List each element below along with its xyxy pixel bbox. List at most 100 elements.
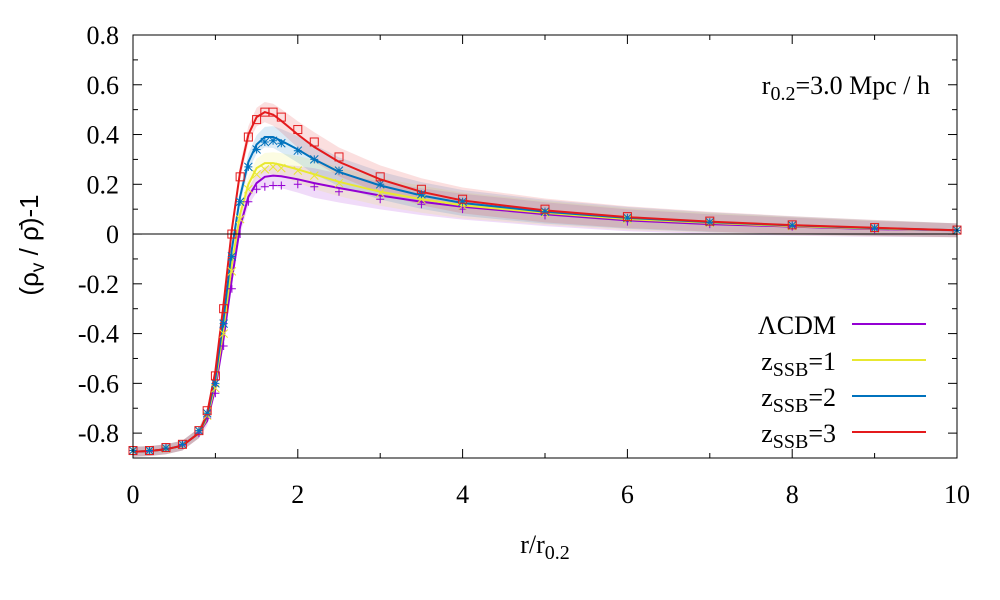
data-point [260,165,270,174]
data-point [235,172,245,182]
series-band [133,152,957,457]
data-point [375,179,385,189]
data-point [310,182,319,191]
data-point [293,146,303,156]
data-point [309,155,319,164]
data-point [276,138,286,148]
annotation-text: r0.2=3.0 Mpc / h [762,71,930,105]
x-tick-label: 6 [621,480,634,509]
data-point [309,171,319,180]
data-point [252,185,261,194]
data-point [235,214,245,224]
data-point [540,207,550,217]
data-point [219,329,228,338]
data-point [417,200,426,209]
x-tick-label: 8 [786,480,799,509]
data-point [144,446,154,456]
series-band [133,164,957,457]
data-point [268,136,278,146]
data-point [334,152,344,162]
data-point [787,220,797,230]
data-point [277,181,286,190]
data-point [705,217,715,227]
data-point [705,216,715,226]
x-tick-label: 4 [456,480,469,509]
data-point [293,180,302,189]
data-point [244,197,253,206]
data-point [161,443,171,453]
data-point [235,197,245,207]
data-point [376,195,385,204]
data-point [335,187,343,196]
axis-ticks: 0 2 4 6 8 10 -0.8 -0.6 -0.4 -0.2 0 0.2 0.4 0.6 0.8 [78,21,970,509]
data-point [623,213,632,223]
data-point [178,439,187,449]
data-point [202,406,212,416]
data-point [219,342,228,351]
data-point [269,181,278,190]
data-point [268,162,278,172]
legend-label: ΛCDM [758,311,836,340]
data-point [293,125,303,135]
data-point [244,184,253,194]
data-point [145,446,154,455]
y-tick-label: -0.6 [78,369,119,398]
data-point [458,194,468,204]
data-point [540,204,550,214]
data-point [268,107,278,117]
data-point [416,184,426,194]
data-point [276,163,286,173]
data-point [458,197,467,207]
y-tick-label: 0.6 [87,71,120,100]
y-tick-label: -0.8 [78,419,119,448]
data-point [177,439,187,449]
legend-label: zSSB=2 [761,383,836,417]
data-point [375,172,385,182]
y-axis-label: (ρv / ρ̄)-1 [14,194,49,295]
data-point [210,371,220,381]
data-point [417,189,426,199]
y-tick-label: 0.2 [87,170,120,199]
data-point [194,426,204,436]
data-point [870,223,879,233]
data-point [211,389,220,398]
series-markers [128,107,962,456]
data-point [243,132,253,142]
data-point [622,212,632,222]
data-point [194,426,204,435]
data-point [276,112,286,122]
x-axis-label: r/r0.2 [520,530,570,564]
data-point [787,220,797,230]
data-point [161,443,171,453]
data-point [334,178,344,188]
data-point [244,162,253,172]
data-point [458,205,467,214]
x-tick-label: 10 [944,480,970,509]
data-point [219,304,229,314]
legend-label: zSSB=3 [761,419,836,453]
data-point [334,166,344,175]
y-tick-label: 0.8 [87,21,120,50]
data-point [227,252,237,261]
data-point [293,166,303,175]
data-point [870,223,880,233]
data-point [227,284,236,293]
data-point [252,115,262,125]
data-point [252,145,261,154]
data-point [260,182,269,191]
data-point [260,137,270,147]
data-point [219,319,228,328]
y-tick-label: 0 [106,220,119,249]
data-point [375,188,385,198]
x-tick-label: 2 [291,480,304,509]
data-point [252,169,261,179]
data-point [211,378,220,388]
y-tick-label: -0.4 [78,320,119,349]
confidence-bands [133,102,957,457]
data-point [227,267,237,276]
legend-label: zSSB=1 [761,347,836,381]
data-point [202,408,212,418]
y-tick-label: -0.2 [78,270,119,299]
